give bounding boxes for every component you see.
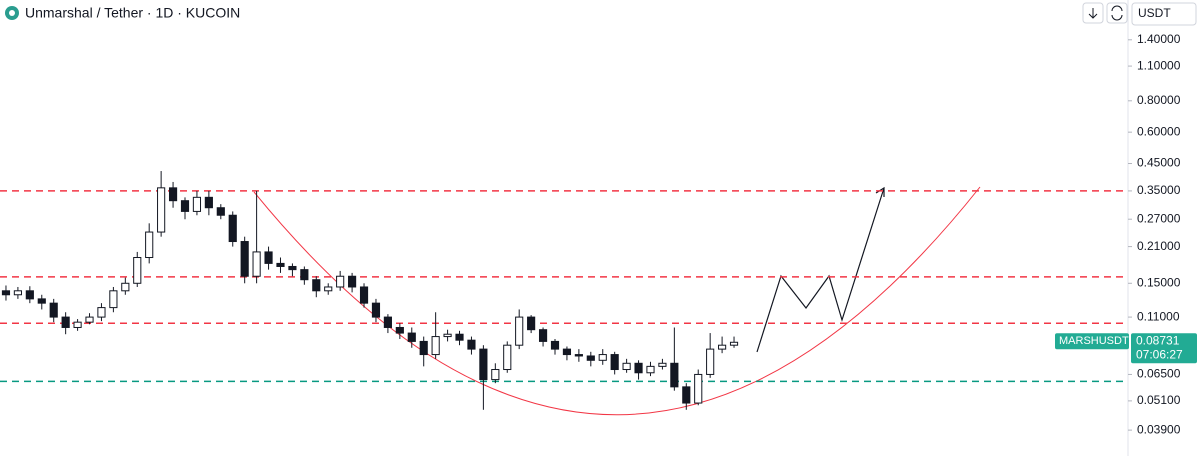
chart-title: Unmarshal / Tether · 1D · KUCOIN [25, 5, 240, 21]
candle-body [61, 316, 70, 328]
candle-body [133, 257, 142, 284]
candle-body [670, 362, 679, 388]
candle-body [288, 265, 297, 271]
candle-body [383, 316, 392, 328]
candle-body [73, 321, 82, 328]
candle-body [610, 354, 619, 371]
candle-body [479, 348, 488, 381]
candle-body [252, 251, 261, 277]
candle-body [562, 348, 572, 356]
candle-body [694, 373, 703, 404]
candle-body [658, 362, 667, 367]
y-tick-label: 0.27000 [1137, 211, 1181, 225]
download-icon [1088, 8, 1098, 19]
y-tick-label: 0.45000 [1137, 156, 1181, 170]
candle-body [97, 307, 106, 318]
candle-body [467, 339, 476, 350]
candle-body [455, 333, 464, 341]
candle-body [419, 340, 428, 356]
candle-body [646, 365, 655, 374]
symbol-tag-label: MARSHUSDT [1059, 335, 1129, 347]
candle-body [216, 207, 225, 216]
candle-body [145, 231, 154, 259]
price-axis: 1.40000 1.10000 0.80000 0.60000 0.45000 0.350… [1055, 32, 1197, 436]
y-tick-label: 0.21000 [1137, 239, 1181, 253]
candle-body [121, 282, 130, 292]
candle-body [1, 290, 11, 296]
last-price-tag [1131, 333, 1197, 364]
candle-body [706, 348, 715, 375]
candle-body [228, 214, 237, 243]
candle-body [13, 290, 22, 296]
candle-body [407, 332, 416, 342]
candle-body [682, 386, 691, 404]
last-price-label: 0.08731 [1136, 333, 1180, 347]
candle-body [312, 279, 321, 292]
candle-body [431, 336, 440, 356]
candle-body [503, 344, 512, 371]
y-tick-label: 0.11000 [1137, 309, 1180, 323]
candle-body [157, 187, 166, 233]
candle-body [550, 340, 560, 350]
currency-button[interactable] [1131, 2, 1197, 26]
projection-path [756, 187, 885, 353]
candle-body [300, 269, 309, 281]
candle-body [204, 196, 213, 209]
levels [0, 190, 1128, 383]
candle-body [515, 316, 524, 346]
candle-body [491, 369, 500, 381]
candle-body [109, 290, 118, 309]
y-tick-label: 0.15000 [1137, 275, 1181, 289]
candle-body [729, 341, 739, 346]
candle-body [324, 286, 333, 292]
candle-body [443, 333, 452, 338]
candle-body [395, 326, 404, 334]
y-tick-label: 1.40000 [1137, 32, 1181, 46]
candle-body [574, 354, 583, 357]
candle-body [718, 344, 727, 350]
candle-body [348, 275, 357, 288]
candle-body [192, 196, 202, 212]
candle-body [359, 286, 369, 304]
candles [1, 171, 739, 410]
y-tick-label: 1.10000 [1137, 58, 1181, 72]
candle-body [180, 200, 190, 212]
candle-body [85, 316, 94, 323]
refresh-icon [1111, 5, 1123, 21]
candle-body [586, 355, 595, 361]
candle-body [538, 329, 548, 342]
symbol-logo-inner [9, 10, 15, 16]
candle-body [25, 290, 34, 300]
symbol-tag [1055, 333, 1129, 350]
y-tick-label: 0.60000 [1137, 124, 1181, 138]
candle-body [240, 241, 249, 277]
candle-body [634, 362, 643, 374]
candle-body [168, 187, 178, 202]
y-tick-label: 0.06500 [1137, 367, 1181, 381]
y-tick-label: 0.35000 [1137, 183, 1181, 197]
y-tick-label: 0.03900 [1137, 422, 1181, 436]
candle-body [371, 302, 381, 318]
refresh-button[interactable] [1106, 2, 1128, 24]
countdown-label: 07:06:27 [1136, 347, 1183, 361]
candle-body [49, 302, 58, 318]
candle-body [622, 362, 631, 371]
candle-body [527, 316, 536, 331]
candle-body [37, 298, 46, 304]
currency-label: USDT [1138, 6, 1171, 20]
candle-body [264, 251, 273, 264]
candle-body [598, 354, 607, 361]
candle-body [276, 262, 285, 267]
y-tick-label: 0.80000 [1137, 93, 1181, 107]
candle-body [336, 275, 345, 288]
y-tick-label: 0.05100 [1137, 393, 1181, 407]
